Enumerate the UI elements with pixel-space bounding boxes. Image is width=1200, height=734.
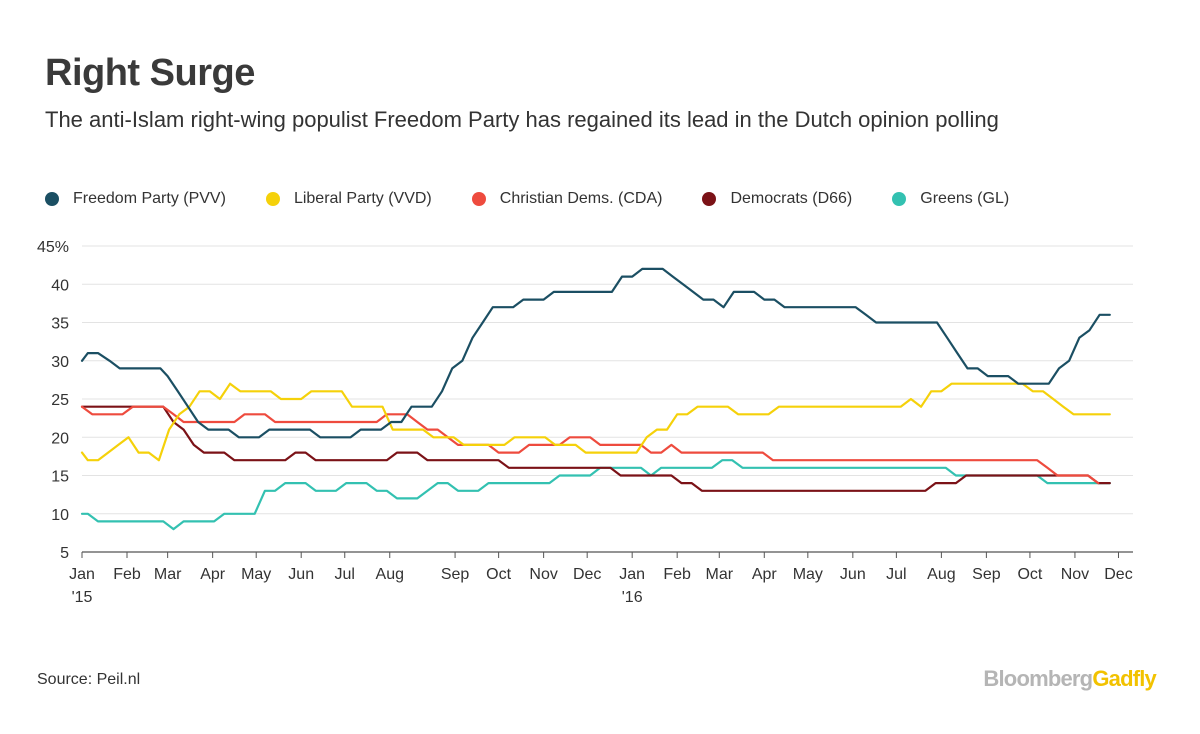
source-note: Source: Peil.nl bbox=[37, 671, 141, 688]
legend-item-vvd: Liberal Party (VVD) bbox=[265, 190, 432, 208]
brand-logo: BloombergGadfly bbox=[983, 666, 1156, 692]
x-tick-label: May bbox=[241, 566, 271, 583]
y-tick-label: 15 bbox=[51, 469, 69, 486]
y-tick-label: 5 bbox=[60, 545, 69, 562]
y-tick-label: 30 bbox=[51, 354, 69, 371]
legend-swatch bbox=[892, 192, 907, 206]
series-line-freedom-party-pvv bbox=[80, 267, 1111, 439]
x-tick-label: Nov bbox=[1061, 566, 1089, 583]
legend-label: Freedom Party (PVV) bbox=[73, 190, 226, 207]
x-tick-label: Dec bbox=[1104, 566, 1132, 583]
x-tick-label: Jul bbox=[886, 566, 906, 583]
legend-swatch bbox=[45, 192, 59, 206]
line-chart: 5 10 15 20 25 30 35 40 45% Jan '15 Feb Mar Apr May Jun J… bbox=[37, 239, 1133, 606]
series-line-democrats-d66 bbox=[80, 405, 1111, 492]
y-tick-label: 20 bbox=[51, 430, 69, 447]
x-tick-label: Jun bbox=[288, 566, 314, 583]
brand-logo-part2: Gadfly bbox=[1092, 666, 1156, 691]
series-line-greens-gl bbox=[80, 459, 1111, 531]
legend-swatch bbox=[471, 192, 486, 206]
x-tick-label: Apr bbox=[752, 566, 778, 583]
x-tick-label: Oct bbox=[1017, 566, 1042, 583]
x-tick-label: Sep bbox=[972, 566, 1001, 583]
legend-item-pvv: Freedom Party (PVV) bbox=[45, 190, 226, 208]
x-tick-label: Feb bbox=[663, 566, 691, 583]
x-tick-label: Aug bbox=[376, 566, 404, 583]
x-tick-label: May bbox=[793, 566, 823, 583]
y-tick-label: 10 bbox=[51, 507, 69, 524]
legend-swatch bbox=[265, 192, 280, 206]
legend-label: Democrats (D66) bbox=[730, 190, 853, 207]
series-line-christian-dems-cda bbox=[80, 405, 1100, 485]
chart-title: Right Surge bbox=[45, 52, 255, 94]
x-tick-label: Apr bbox=[200, 566, 226, 583]
x-tick-label: Aug bbox=[927, 566, 955, 583]
x-tick-label: Mar bbox=[154, 566, 182, 583]
brand-logo-part1: Bloomberg bbox=[983, 666, 1093, 691]
legend-label: Liberal Party (VVD) bbox=[293, 190, 432, 207]
legend-item-d66: Democrats (D66) bbox=[702, 190, 852, 208]
x-tick-label: Jul bbox=[335, 566, 355, 583]
x-tick-label: Jan bbox=[69, 566, 95, 583]
x-tick-label: Mar bbox=[705, 566, 733, 583]
x-tick-sublabel: '15 bbox=[72, 589, 93, 606]
y-tick-label: 45% bbox=[37, 239, 69, 256]
y-tick-label: 40 bbox=[51, 277, 69, 294]
x-tick-label: Nov bbox=[529, 566, 557, 583]
legend-swatch bbox=[702, 192, 717, 206]
x-tick-label: Oct bbox=[486, 566, 511, 583]
legend-item-gl: Greens (GL) bbox=[892, 190, 1009, 208]
x-tick-label: Dec bbox=[573, 566, 601, 583]
legend-label: Christian Dems. (CDA) bbox=[499, 190, 663, 207]
legend-item-cda: Christian Dems. (CDA) bbox=[471, 190, 663, 208]
chart-legend: Freedom Party (PVV) Liberal Party (VVD) … bbox=[45, 190, 1049, 208]
series-line-liberal-party-vvd bbox=[80, 382, 1111, 462]
x-tick-label: Sep bbox=[441, 566, 470, 583]
chart-subtitle: The anti-Islam right-wing populist Freed… bbox=[45, 107, 999, 132]
x-tick-sublabel: '16 bbox=[622, 589, 643, 606]
x-tick-label: Feb bbox=[113, 566, 141, 583]
y-tick-label: 35 bbox=[51, 316, 69, 333]
legend-label: Greens (GL) bbox=[920, 190, 1010, 207]
y-tick-label: 25 bbox=[51, 392, 69, 409]
x-tick-label: Jun bbox=[840, 566, 866, 583]
x-tick-label: Jan bbox=[619, 566, 645, 583]
